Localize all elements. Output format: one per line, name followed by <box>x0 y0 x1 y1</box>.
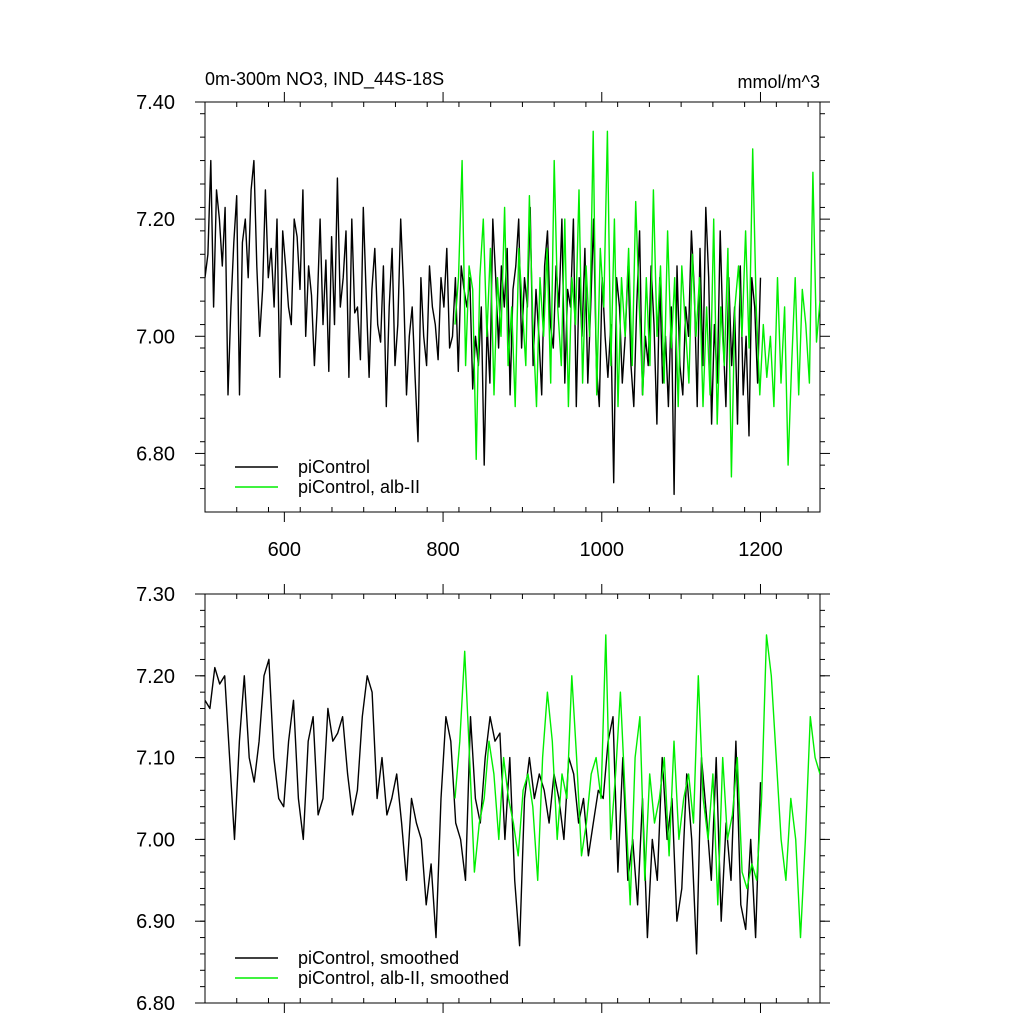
series-line-1 <box>454 634 820 939</box>
chart-title-left: 0m-300m NO3, IND_44S-18S <box>205 69 444 90</box>
y-tick-label: 7.40 <box>136 92 175 114</box>
legend-label: piControl, smoothed <box>298 948 459 968</box>
y-tick-label: 7.20 <box>136 209 175 231</box>
y-tick-label: 7.00 <box>136 326 175 348</box>
y-tick-label: 7.00 <box>136 829 175 851</box>
units-label: mmol/m^3 <box>738 72 820 92</box>
x-tick-label: 600 <box>268 539 301 561</box>
x-tick-label: 1200 <box>738 539 783 561</box>
legend-label: piControl, alb-II <box>298 477 420 497</box>
series-line-1 <box>454 130 820 478</box>
legend-label: piControl, alb-II, smoothed <box>298 968 509 988</box>
y-tick-label: 6.80 <box>136 443 175 465</box>
x-tick-label: 800 <box>426 539 459 561</box>
y-tick-label: 7.10 <box>136 748 175 770</box>
y-tick-label: 7.30 <box>136 584 175 606</box>
top-plot-panel: 600 800 1000 1200 6.80 7.00 7.20 7.40 piControlp… <box>136 92 830 561</box>
y-tick-label: 6.80 <box>136 993 175 1015</box>
series-line-0 <box>205 159 762 496</box>
plot-frame <box>204 593 821 1004</box>
x-tick-label: 1000 <box>580 539 625 561</box>
bottom-plot-panel: 6.80 6.90 7.00 7.10 7.20 7.30 piControl, smoot… <box>136 584 830 1015</box>
y-tick-label: 7.20 <box>136 666 175 688</box>
legend-label: piControl <box>298 457 370 477</box>
y-tick-label: 6.90 <box>136 911 175 933</box>
